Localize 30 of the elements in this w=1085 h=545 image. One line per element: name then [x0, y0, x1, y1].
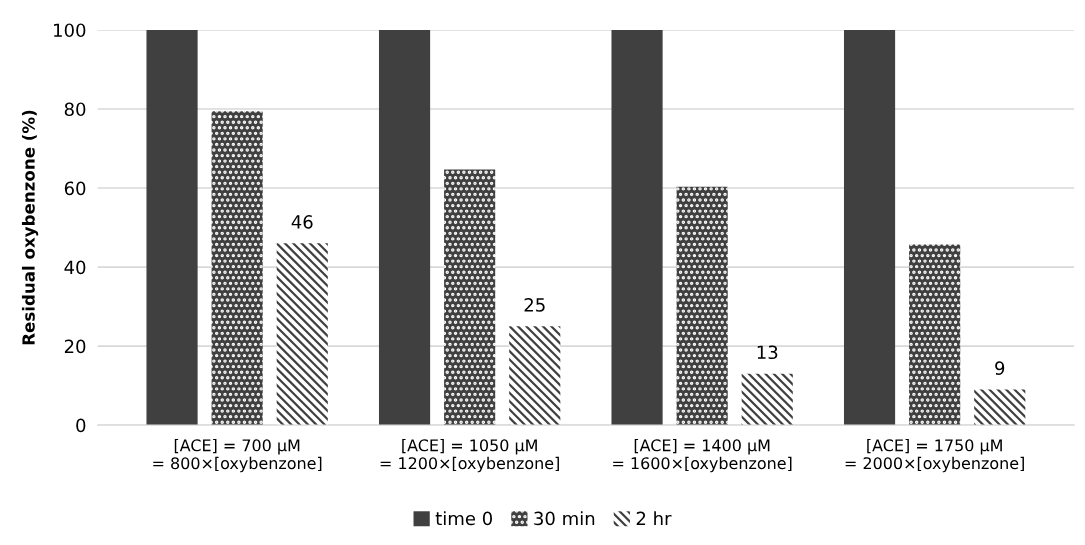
x-tick-label: [ACE] = 1400 µM = 1600×[oxybenzone]	[613, 438, 792, 473]
data-label: 13	[757, 345, 778, 360]
bar	[741, 373, 793, 426]
data-label: 25	[524, 298, 545, 312]
bar	[444, 169, 496, 426]
bar	[276, 243, 328, 426]
y-axis-title: Residual oxybenzone (%)	[21, 110, 39, 345]
bar	[146, 29, 198, 426]
bar	[843, 29, 896, 426]
bar	[974, 389, 1026, 426]
y-tick-label: 80	[64, 102, 86, 117]
legend-label: time 0	[435, 511, 492, 526]
y-tick-label: 0	[76, 418, 86, 433]
legend-label: 30 min	[534, 511, 595, 526]
data-label: 46	[291, 215, 313, 229]
bar	[676, 186, 728, 426]
legend-label: 2 hr	[636, 511, 672, 525]
x-tick-label: [ACE] = 1750 µM = 2000×[oxybenzone]	[845, 438, 1024, 473]
data-label: 9	[995, 361, 1005, 375]
bar	[611, 29, 663, 426]
x-tick-label: [ACE] = 700 µM = 800×[oxybenzone]	[153, 438, 322, 473]
bar	[509, 326, 561, 426]
bar	[211, 111, 263, 426]
y-tick-label: 20	[64, 339, 86, 354]
y-tick-label: 100	[54, 23, 86, 38]
x-tick-label: [ACE] = 1050 µM = 1200×[oxybenzone]	[380, 438, 559, 473]
y-tick-label: 60	[64, 181, 86, 196]
bar	[378, 29, 431, 426]
bar	[909, 244, 961, 426]
y-tick-label: 40	[64, 260, 86, 275]
